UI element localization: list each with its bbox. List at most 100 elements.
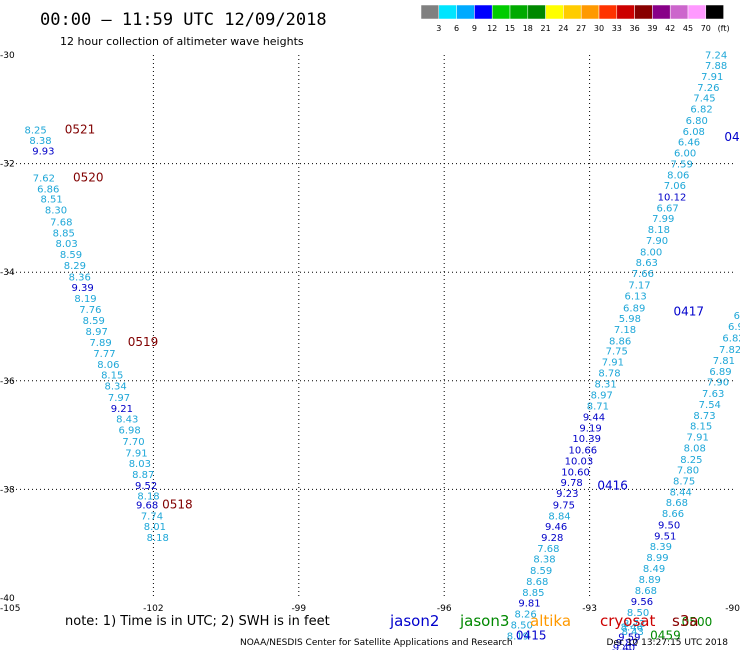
wave-height-value: 9.23: [556, 489, 578, 500]
color-scale-swatch: [652, 4, 671, 20]
color-scale-swatch: [491, 4, 511, 20]
wave-height-value: 7.70: [122, 437, 144, 448]
pass-time-label: 0415: [516, 628, 547, 642]
pass-time-label: 0518: [162, 497, 193, 511]
wave-height-value: 8.03: [129, 459, 151, 470]
footer-timestamp: Dec 10 13:27:15 UTC 2018: [607, 638, 729, 648]
color-scale-label: 45: [683, 24, 693, 33]
y-tick-label: -30: [0, 51, 15, 61]
wave-height-value: 7.97: [108, 393, 130, 404]
wave-height-value: 7.18: [614, 325, 636, 336]
chart-subtitle: 12 hour collection of altimeter wave hei…: [60, 35, 304, 48]
wave-height-value: 8.18: [648, 225, 670, 236]
x-tick-label: -90: [725, 604, 740, 614]
color-scale-swatch: [456, 4, 475, 20]
wave-height-value: 9.68: [136, 500, 158, 511]
wave-height-value: 7.91: [687, 433, 709, 444]
wave-height-value: 8.29: [64, 261, 86, 272]
wave-height-value: 9.75: [553, 500, 575, 511]
wave-height-value: 8.97: [86, 327, 108, 338]
wave-height-value: 9.59: [618, 632, 640, 643]
wave-height-value: 8.44: [670, 487, 692, 498]
wave-height-value: 9.19: [579, 423, 601, 434]
wave-height-value: 6.80: [686, 116, 708, 127]
wave-height-value: 9.82: [616, 638, 638, 649]
wave-height-value: 7.62: [33, 174, 55, 185]
wave-height-value: 8.78: [598, 368, 620, 379]
wave-height-value: 7.81: [713, 356, 735, 367]
wave-height-value: 8.72: [623, 619, 645, 630]
color-scale-label: 33: [612, 24, 622, 33]
color-scale-label: 27: [576, 24, 586, 33]
wave-height-value: 7.90: [646, 236, 668, 247]
pass-time-label: 0417: [673, 305, 704, 319]
wave-height-value: 8.06: [97, 360, 119, 371]
color-scale-swatch: [420, 4, 440, 20]
pass-time-label: 0500: [682, 615, 713, 629]
wave-height-value: 10.12: [658, 193, 687, 204]
y-tick-label: -34: [0, 268, 15, 278]
color-scale-label: 15: [505, 24, 515, 33]
wave-height-value: 8.19: [507, 631, 529, 642]
wave-height-value: 8.50: [511, 620, 533, 631]
mission-label-altika: altika: [530, 612, 571, 630]
wave-height-value: 10.60: [561, 467, 590, 478]
wave-height-value: 7.06: [664, 181, 686, 192]
wave-height-value: 8.86: [609, 336, 631, 347]
wave-height-value: 8.25: [680, 455, 702, 466]
color-scale-label: 21: [541, 24, 551, 33]
wave-height-value: 9.28: [541, 533, 563, 544]
wave-height-value: 7.91: [602, 358, 624, 369]
wave-height-value: 7.89: [89, 338, 111, 349]
wave-height-value: 7.68: [50, 218, 72, 229]
wave-height-value: 8.15: [690, 422, 712, 433]
wave-height-value: 8.19: [74, 294, 96, 305]
wave-height-value: 9.39: [72, 283, 94, 294]
color-scale-swatch: [598, 4, 618, 20]
wave-height-value: 8.73: [693, 411, 715, 422]
wave-height-value: 8.85: [53, 228, 75, 239]
wave-height-value: 8.97: [591, 391, 613, 402]
wave-height-value: 8.63: [636, 258, 658, 269]
wave-height-value: 7.24: [705, 50, 727, 61]
wave-height-value: 9.78: [561, 478, 583, 489]
color-scale-label: 3: [436, 24, 441, 33]
wave-height-value: 6.46: [678, 138, 700, 149]
wave-height-value: 8.34: [104, 381, 126, 392]
wave-height-value: 8.08: [684, 443, 706, 454]
x-tick-label: -96: [437, 604, 452, 614]
x-tick-label: -105: [0, 604, 20, 614]
wave-height-value: 8.75: [673, 477, 695, 488]
wave-height-value: 6.89: [709, 367, 731, 378]
color-scale-label: 70: [701, 24, 711, 33]
wave-height-value: 7.54: [699, 400, 721, 411]
y-tick-label: -36: [0, 377, 15, 387]
wave-height-value: 8.99: [646, 553, 668, 564]
wave-height-value: 8.15: [101, 371, 123, 382]
wave-height-value: 6.: [734, 311, 740, 322]
wave-height-value: 8.31: [594, 379, 616, 390]
wave-height-value: 8.36: [69, 272, 91, 283]
y-tick-label: -38: [0, 485, 15, 495]
wave-height-value: 9.56: [631, 597, 653, 608]
wave-height-value: 7.77: [93, 349, 115, 360]
chart-title: 00:00 – 11:59 UTC 12/09/2018: [40, 10, 327, 30]
color-scale-label: 18: [523, 24, 533, 33]
wave-height-value: 10.39: [572, 434, 601, 445]
y-tick-label: -40: [0, 594, 15, 604]
footer-credit: NOAA/NESDIS Center for Satellite Applica…: [240, 638, 513, 648]
color-scale-swatch: [563, 4, 582, 20]
x-tick-label: -99: [291, 604, 306, 614]
wave-height-value: 7.68: [537, 544, 559, 555]
wave-height-value: 8.59: [60, 250, 82, 261]
wave-height-value: 7.88: [705, 61, 727, 72]
mission-label-s3a: s3a: [672, 612, 699, 630]
color-scale-swatch: [580, 4, 600, 20]
wave-height-value: 7.90: [707, 378, 729, 389]
wave-height-value: 9.51: [654, 531, 676, 542]
wave-height-value: 8.59: [530, 566, 552, 577]
wave-height-value: 9.46: [545, 522, 567, 533]
wave-height-value: 9.50: [658, 520, 680, 531]
color-scale-legend: 3 6 9 12 15 18 21 24 27 30 33 36 39 42 45 70 (ft): [420, 4, 730, 33]
wave-height-value: 6.82: [690, 105, 712, 116]
